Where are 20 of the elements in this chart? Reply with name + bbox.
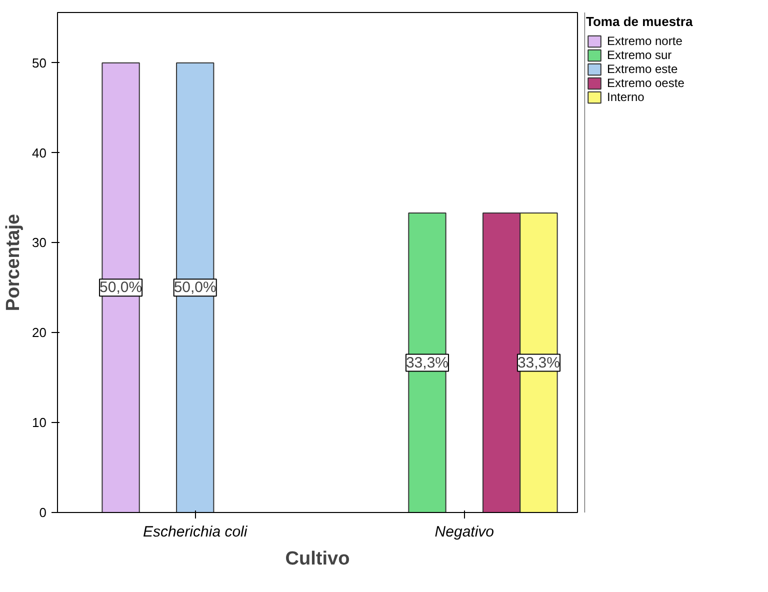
legend-label: Extremo oeste [607, 76, 684, 90]
legend-title: Toma de muestra [586, 14, 693, 29]
y-tick-label: 20 [32, 325, 47, 340]
data-label: 50,0% [174, 279, 216, 296]
x-tick-label: Negativo [434, 524, 494, 540]
x-axis-title: Cultivo [285, 548, 350, 570]
legend-label: Extremo este [607, 62, 678, 76]
y-tick-label: 0 [39, 505, 47, 520]
y-tick-label: 10 [32, 415, 47, 430]
y-tick-label: 30 [32, 235, 47, 250]
y-axis-title: Porcentaje [3, 214, 24, 312]
x-tick-label: Escherichia coli [143, 524, 248, 540]
legend-label: Extremo norte [607, 34, 682, 48]
data-label: 33,3% [406, 354, 449, 372]
y-tick-label: 50 [32, 55, 47, 70]
data-label: 50,0% [100, 279, 142, 296]
legend-label: Interno [607, 90, 644, 104]
legend-label: Extremo sur [607, 48, 672, 62]
data-label: 33,3% [517, 354, 560, 372]
y-tick-label: 40 [32, 145, 47, 160]
